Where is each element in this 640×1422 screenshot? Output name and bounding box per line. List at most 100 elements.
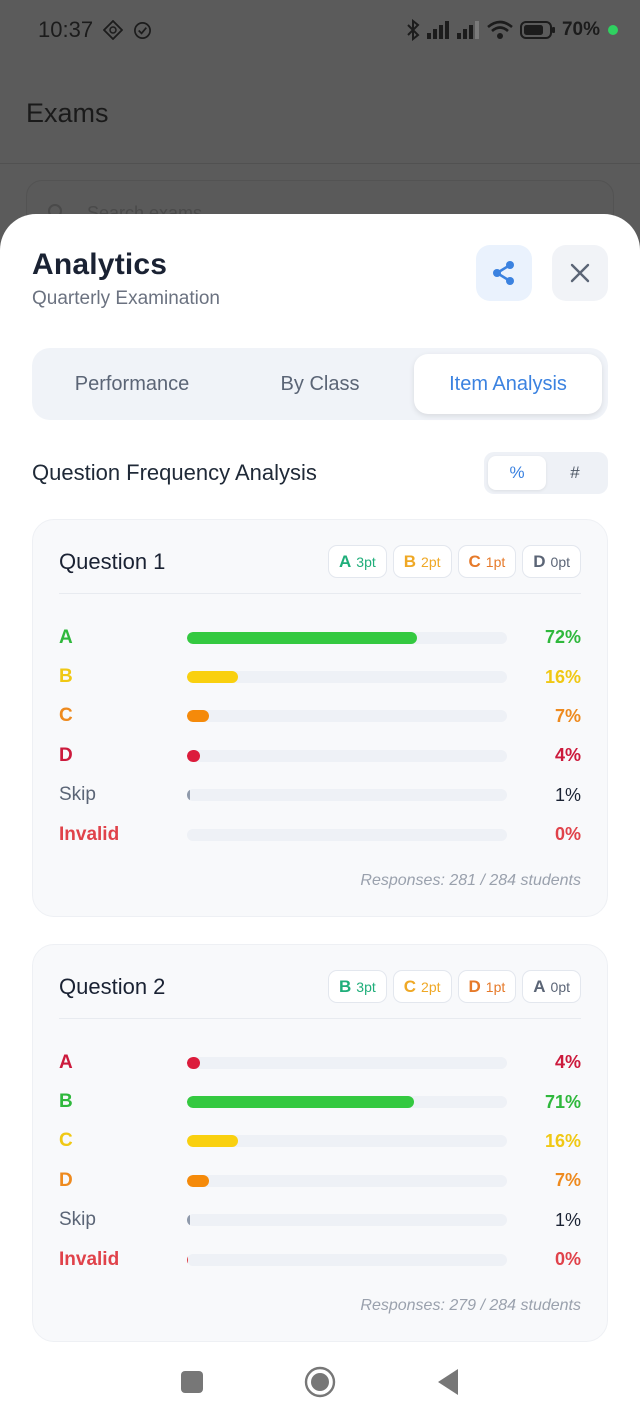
option-label: B — [59, 1091, 73, 1113]
analytics-tabs: Performance By Class Item Analysis — [32, 348, 608, 420]
frequency-bar-fill — [187, 1214, 190, 1227]
frequency-bar-track — [187, 1214, 507, 1227]
answer-key-badges: A 3pt B 2pt C 1pt D 0pt — [328, 545, 581, 578]
wifi-icon — [487, 20, 513, 39]
option-label: Invalid — [59, 823, 120, 845]
frequency-row: C 7% — [59, 697, 581, 736]
close-button[interactable] — [552, 245, 608, 301]
option-percent: 7% — [554, 1170, 581, 1191]
option-percent: 0% — [554, 824, 581, 845]
battery-icon — [519, 21, 555, 39]
close-icon — [570, 263, 590, 283]
frequency-row: Invalid 0% — [59, 815, 581, 854]
question-card: Question 1 A 3pt B 2pt C 1pt D 0pt A 72% B 16%… — [32, 519, 608, 917]
frequency-rows: A 4% B 71% C 16% D 7% Skip 1% Invalid 0% — [59, 1043, 581, 1279]
frequency-row: A 72% — [59, 618, 581, 657]
signal-weak-icon — [456, 21, 479, 39]
badge-points: 0pt — [550, 553, 570, 570]
section-header: Question Frequency Analysis % # — [32, 452, 608, 494]
bluetooth-icon — [407, 19, 420, 41]
frequency-bar-fill — [187, 1096, 415, 1109]
unit-toggle: % # — [484, 452, 608, 494]
question-title: Question 2 — [59, 973, 166, 999]
badge-points: 3pt — [356, 978, 376, 995]
frequency-row: D 7% — [59, 1161, 581, 1200]
frequency-row: Invalid 0% — [59, 1240, 581, 1279]
frequency-bar-fill — [187, 631, 418, 644]
frequency-row: C 16% — [59, 1122, 581, 1161]
share-button[interactable] — [476, 245, 532, 301]
option-label: C — [59, 1130, 73, 1152]
badge-points: 3pt — [356, 553, 376, 570]
sheet-title: Analytics — [32, 248, 168, 281]
frequency-rows: A 72% B 16% C 7% D 4% Skip 1% Invalid 0% — [59, 618, 581, 854]
badge-letter: C — [468, 551, 481, 571]
option-percent: 4% — [554, 745, 581, 766]
responses-count: Responses: 281 / 284 students — [360, 872, 581, 889]
option-label: A — [59, 1051, 73, 1073]
answer-badge: A 3pt — [328, 545, 387, 578]
option-label: D — [59, 744, 73, 766]
frequency-bar-track — [187, 710, 507, 723]
option-label: D — [59, 1169, 73, 1191]
frequency-row: B 16% — [59, 657, 581, 696]
badge-points: 2pt — [421, 553, 441, 570]
background-header: Exams — [0, 60, 640, 164]
frequency-bar-fill — [187, 1253, 188, 1266]
sheet-header: Analytics Quarterly Examination — [32, 245, 608, 318]
analytics-sheet: Analytics Quarterly Examination Performa… — [0, 214, 640, 1422]
frequency-bar-fill — [187, 710, 210, 723]
frequency-bar-track — [187, 1096, 507, 1109]
frequency-bar-track — [187, 1253, 507, 1266]
section-title: Question Frequency Analysis — [32, 460, 317, 485]
frequency-bar-fill — [187, 1135, 239, 1148]
badge-letter: A — [339, 551, 352, 571]
frequency-bar-fill — [187, 1174, 210, 1187]
share-icon — [493, 261, 514, 285]
background-title: Exams — [26, 98, 109, 128]
option-label: B — [59, 666, 73, 688]
back-icon[interactable] — [436, 1368, 460, 1396]
answer-key-badges: B 3pt C 2pt D 1pt A 0pt — [328, 970, 581, 1003]
option-label: A — [59, 626, 73, 648]
option-label: Skip — [59, 784, 96, 806]
badge-letter: A — [533, 976, 546, 996]
recents-icon[interactable] — [180, 1370, 204, 1394]
responses-count: Responses: 279 / 284 students — [360, 1297, 581, 1314]
answer-badge: C 2pt — [392, 970, 452, 1003]
badge-letter: D — [533, 551, 546, 571]
status-time: 10:37 — [38, 17, 94, 42]
frequency-bar-track — [187, 1174, 507, 1187]
toggle-count[interactable]: # — [570, 463, 580, 482]
frequency-bar-track — [187, 828, 507, 841]
frequency-bar-track — [187, 1135, 507, 1148]
option-percent: 16% — [544, 666, 581, 687]
frequency-row: D 4% — [59, 736, 581, 775]
check-circle-icon — [134, 21, 152, 39]
badge-points: 2pt — [421, 978, 441, 995]
option-percent: 72% — [544, 627, 581, 648]
tab-by-class[interactable]: By Class — [280, 372, 360, 395]
frequency-row: Skip 1% — [59, 1201, 581, 1240]
frequency-row: Skip 1% — [59, 776, 581, 815]
answer-badge: D 0pt — [522, 545, 581, 578]
status-bar: 10:37 70% — [0, 0, 640, 60]
home-icon[interactable] — [304, 1366, 336, 1398]
question-title: Question 1 — [59, 548, 166, 574]
option-label: Invalid — [59, 1248, 120, 1270]
answer-badge: A 0pt — [522, 970, 581, 1003]
tab-performance[interactable]: Performance — [74, 372, 190, 395]
frequency-bar-fill — [187, 1056, 200, 1069]
frequency-bar-track — [187, 789, 507, 802]
option-percent: 7% — [554, 705, 581, 726]
option-percent: 0% — [554, 1249, 581, 1270]
tab-item-analysis[interactable]: Item Analysis — [414, 354, 602, 414]
question-card-header: Question 1 A 3pt B 2pt C 1pt D 0pt — [59, 540, 581, 594]
answer-badge: C 1pt — [457, 545, 517, 578]
option-percent: 1% — [554, 1209, 581, 1230]
frequency-bar-track — [187, 671, 507, 684]
frequency-bar-track — [187, 1056, 507, 1069]
signal-icon — [426, 21, 449, 39]
battery-percent: 70% — [561, 19, 600, 40]
toggle-percent[interactable]: % — [488, 456, 546, 490]
